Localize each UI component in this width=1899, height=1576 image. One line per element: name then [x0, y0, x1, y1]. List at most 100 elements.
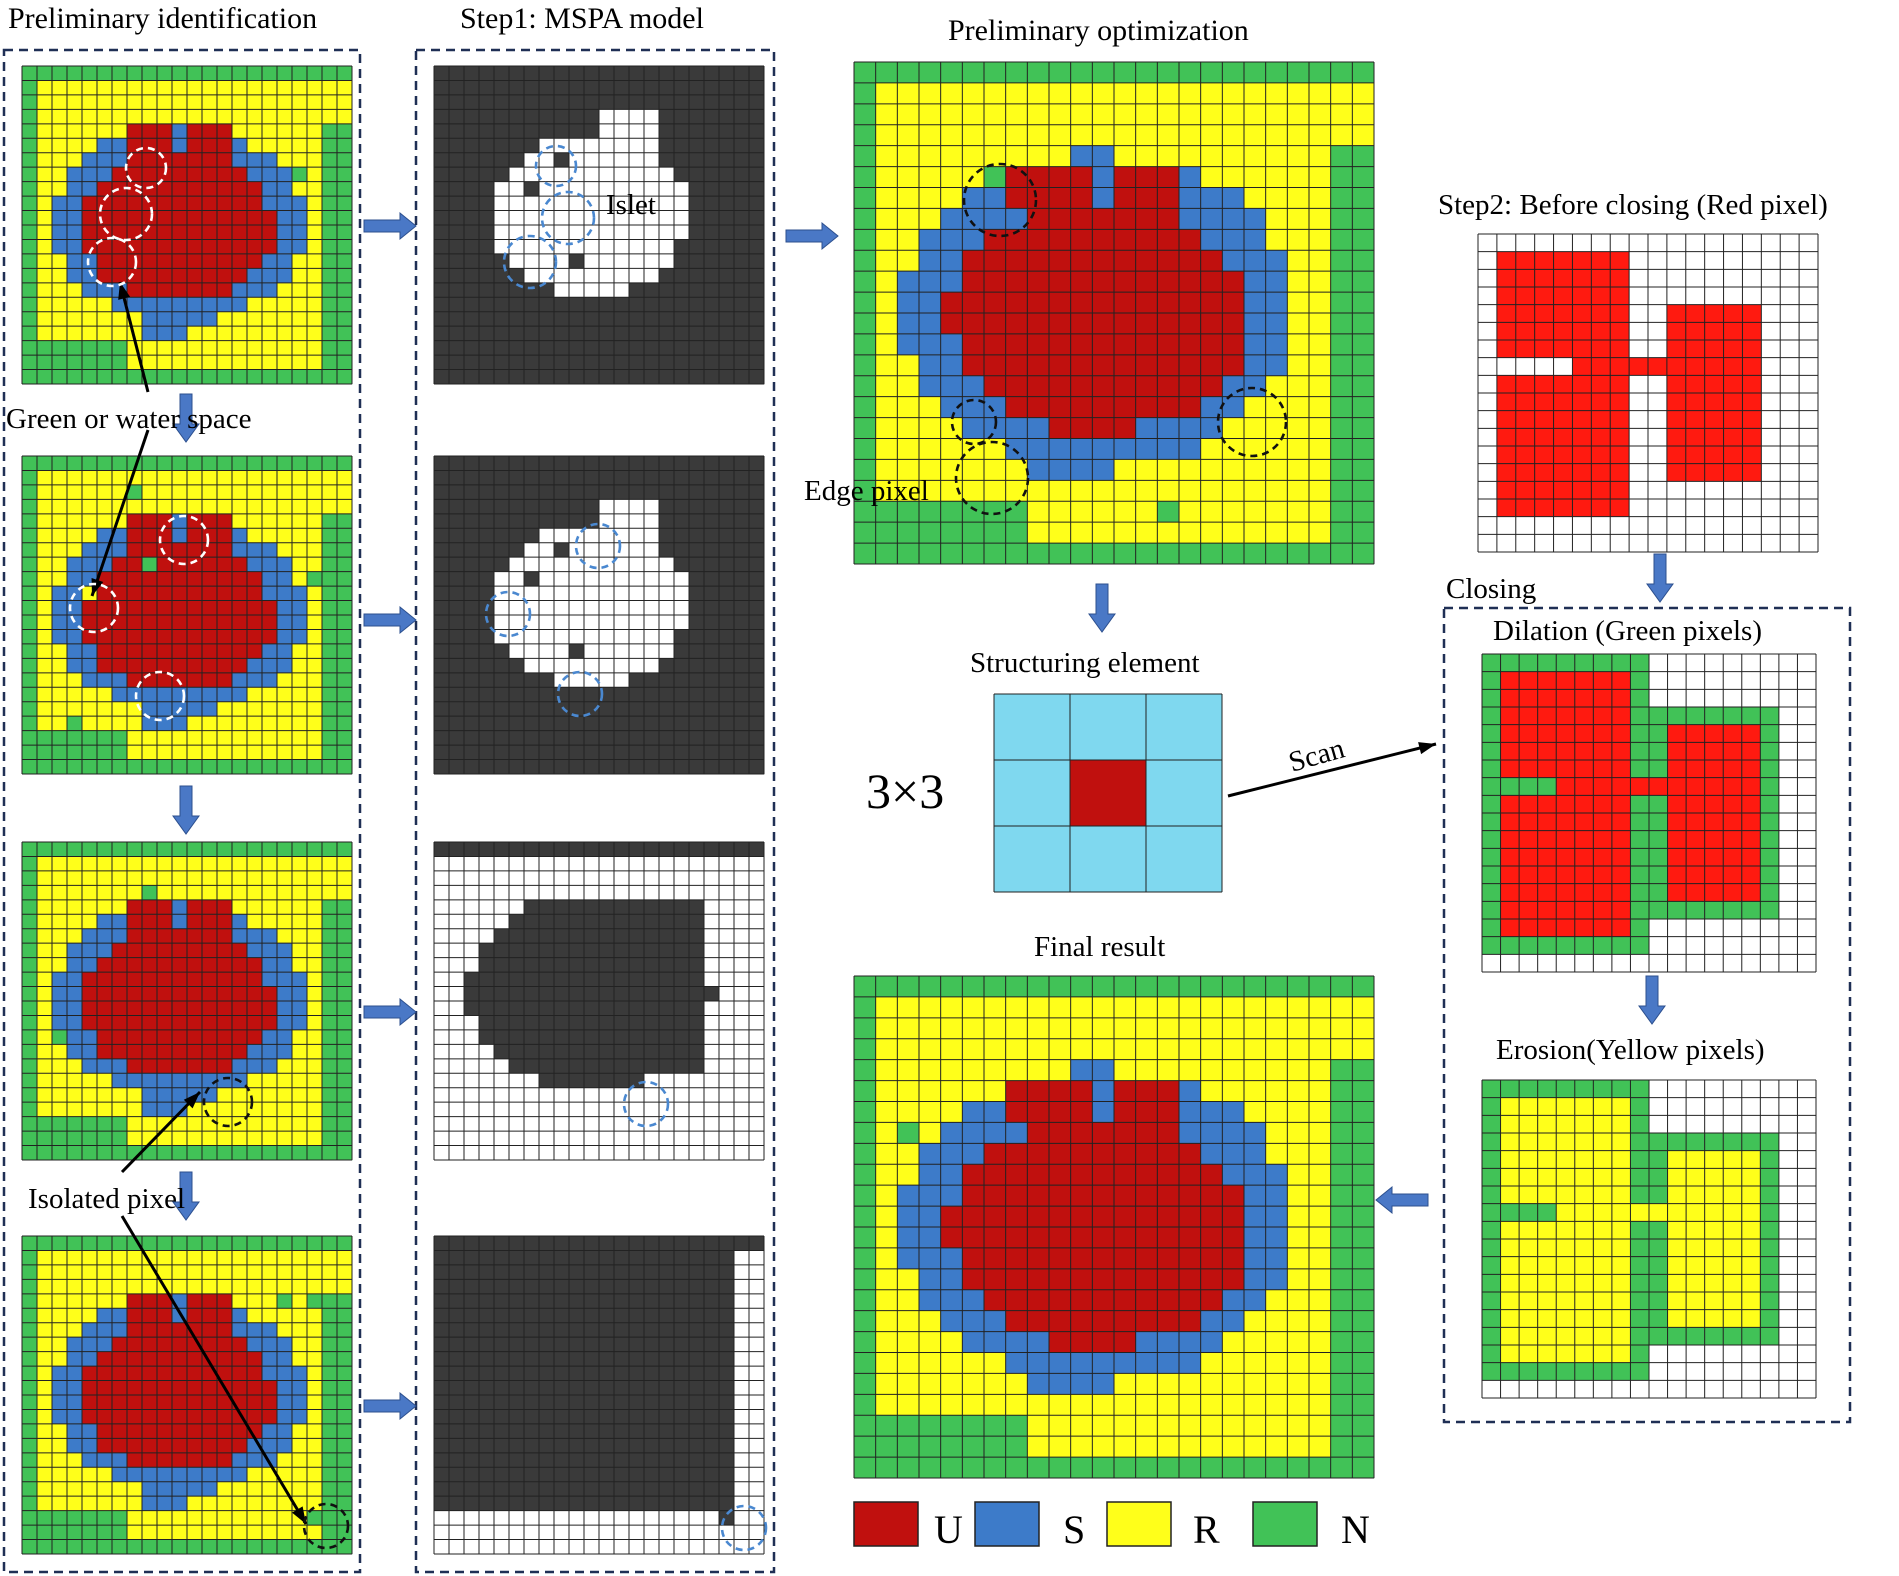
grid-cell: [247, 745, 263, 760]
grid-cell: [734, 311, 750, 327]
grid-cell: [464, 745, 480, 760]
grid-cell: [509, 1264, 525, 1280]
grid-cell: [127, 856, 143, 872]
grid-cell: [940, 62, 963, 84]
grid-cell: [202, 311, 218, 327]
grid-cell: [217, 1131, 233, 1146]
grid-cell: [322, 1102, 338, 1118]
grid-cell: [247, 842, 263, 857]
grid-cell: [52, 167, 68, 183]
grid-cell: [22, 167, 38, 183]
grid-cell: [734, 1145, 750, 1161]
grid-cell: [539, 914, 555, 930]
grid-cell: [187, 340, 203, 356]
grid-cell: [689, 152, 705, 168]
grid-cell: [202, 972, 218, 987]
grid-cell: [1027, 271, 1050, 293]
grid-cell: [644, 1438, 660, 1454]
grid-cell: [689, 629, 705, 645]
grid-cell: [247, 167, 263, 183]
grid-cell: [629, 1279, 645, 1295]
grid-cell: [704, 586, 720, 601]
grid-cell: [82, 80, 98, 96]
grid-cell: [539, 730, 555, 746]
grid-cell: [1157, 62, 1180, 84]
grid-cell: [232, 253, 248, 269]
grid-cell: [734, 1279, 750, 1295]
grid-cell: [172, 1001, 188, 1016]
optimization-grid: [853, 61, 1375, 565]
grid-cell: [569, 1264, 585, 1280]
grid-cell: [614, 1308, 630, 1324]
grid-cell: [569, 1145, 585, 1161]
grid-cell: [322, 629, 338, 645]
grid-cell: [187, 109, 203, 125]
grid-cell: [629, 1087, 645, 1103]
grid-cell: [217, 239, 233, 255]
grid-cell: [434, 123, 450, 139]
grid-cell: [337, 1366, 353, 1381]
grid-cell: [277, 957, 293, 973]
grid-cell: [292, 297, 308, 313]
grid-cell: [202, 730, 218, 746]
grid-cell: [187, 1308, 203, 1324]
grid-cell: [172, 957, 188, 973]
grid-cell: [734, 885, 750, 901]
grid-cell: [674, 745, 690, 760]
grid-cell: [479, 1058, 495, 1074]
grid-cell: [157, 311, 173, 327]
grid-cell: [292, 1236, 308, 1251]
grid-cell: [644, 268, 660, 284]
grid-cell: [127, 687, 143, 703]
grid-cell: [37, 1308, 53, 1324]
grid-cell: [629, 282, 645, 298]
grid-cell: [112, 1044, 128, 1060]
grid-cell: [659, 210, 675, 226]
grid-cell: [112, 340, 128, 356]
grid-cell: [292, 239, 308, 255]
grid-cell: [584, 1073, 600, 1089]
grid-cell: [247, 123, 263, 139]
grid-cell: [232, 513, 248, 529]
grid-cell: [292, 1322, 308, 1338]
grid-cell: [554, 528, 570, 544]
grid-cell: [97, 326, 113, 342]
grid-cell: [449, 1131, 465, 1146]
grid-cell: [1200, 522, 1223, 544]
grid-cell: [434, 885, 450, 901]
grid-cell: [689, 716, 705, 732]
grid-cell: [97, 1395, 113, 1410]
grid-cell: [262, 1438, 278, 1454]
grid-cell: [1222, 62, 1245, 84]
grid-cell: [584, 470, 600, 486]
grid-cell: [674, 586, 690, 601]
grid-cell: [614, 94, 630, 110]
grid-cell: [187, 972, 203, 987]
grid-cell: [142, 600, 158, 616]
grid-cell: [202, 340, 218, 356]
grid-cell: [984, 996, 1007, 1019]
grid-cell: [97, 225, 113, 240]
grid-cell: [232, 672, 248, 688]
grid-cell: [614, 629, 630, 645]
grid-cell: [734, 456, 750, 471]
grid-cell: [659, 1308, 675, 1324]
grid-cell: [494, 600, 510, 616]
grid-cell: [247, 340, 263, 356]
grid-cell: [749, 1452, 765, 1468]
grid-cell: [97, 1102, 113, 1118]
grid-cell: [434, 899, 450, 915]
grid-cell: [202, 1308, 218, 1324]
grid-cell: [37, 484, 53, 500]
grid-cell: [704, 716, 720, 732]
grid-cell: [247, 557, 263, 573]
grid-cell: [719, 928, 735, 944]
grid-cell: [434, 1308, 450, 1324]
grid-cell: [1309, 333, 1332, 356]
grid-cell: [509, 1423, 525, 1439]
grid-cell: [217, 1293, 233, 1309]
grid-cell: [940, 271, 963, 293]
grid-cell: [734, 196, 750, 211]
grid-cell: [22, 1145, 38, 1161]
grid-cell: [142, 297, 158, 313]
